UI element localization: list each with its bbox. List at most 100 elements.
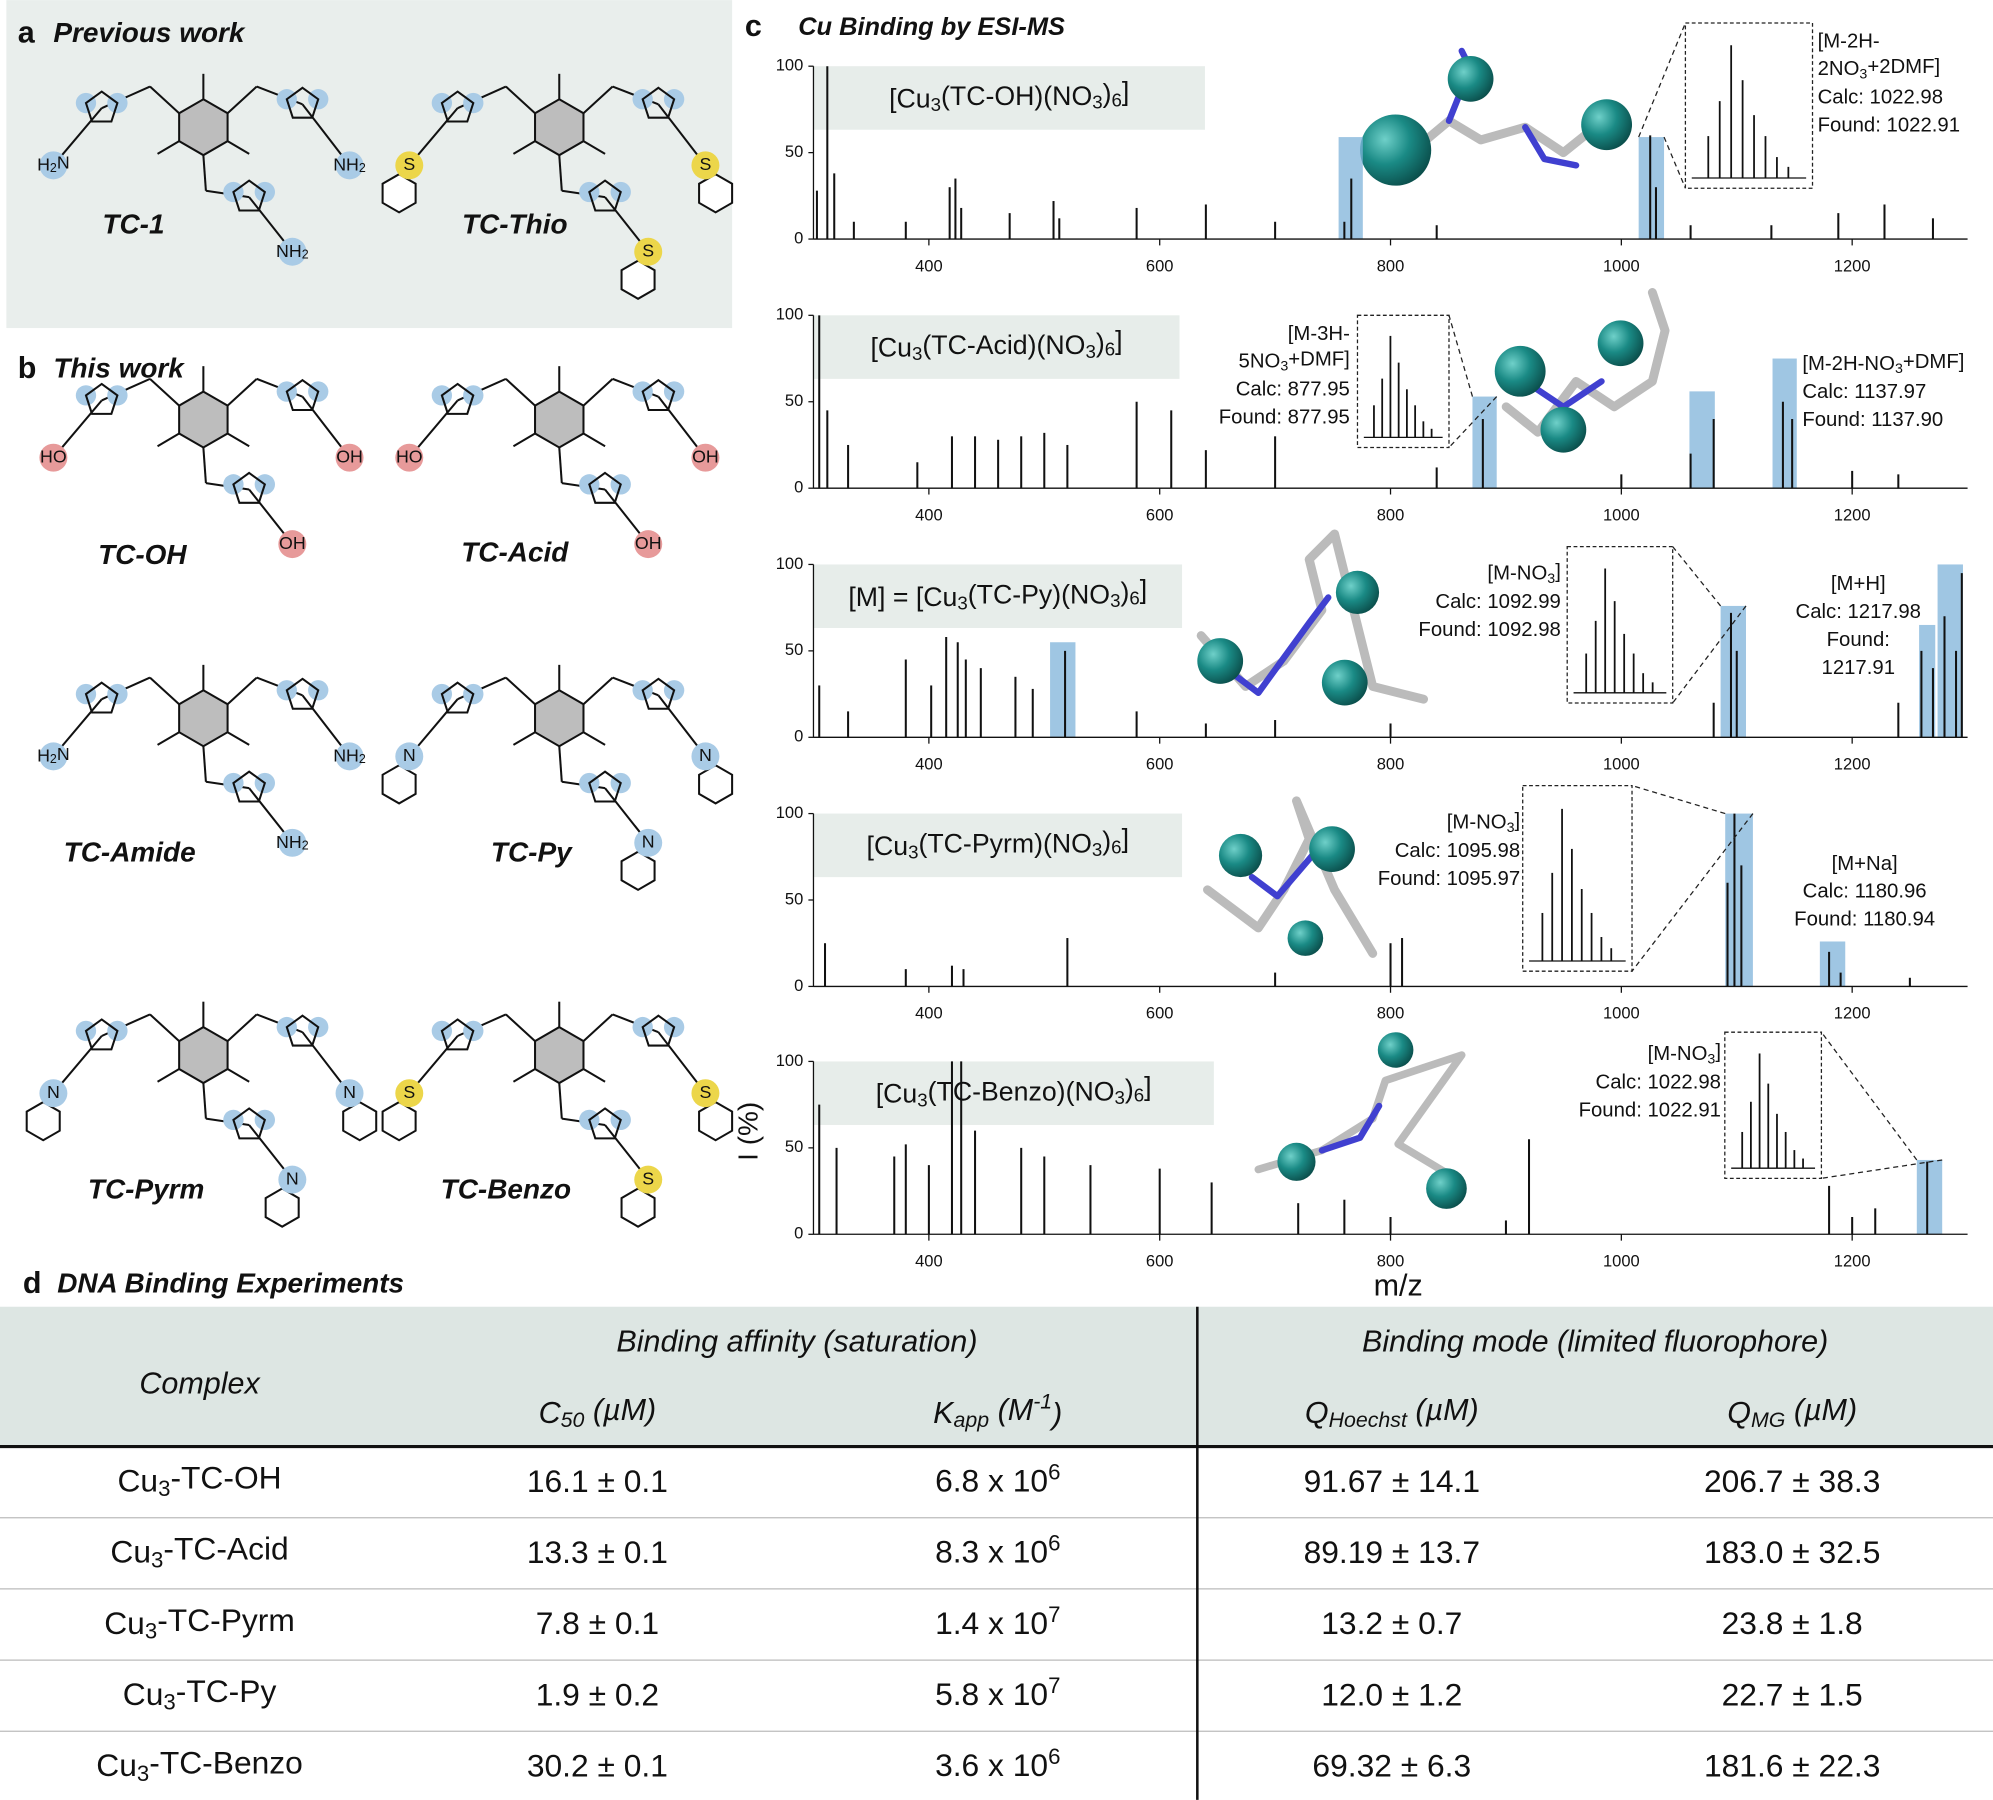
title-box [813,564,1183,628]
bond [558,746,563,782]
group-label: HO [396,446,423,466]
inset-connector [1631,784,1726,815]
x-tick-label: 400 [915,256,943,275]
bond [582,731,606,746]
group-label: N [403,745,416,765]
inset-connector [1448,396,1498,448]
panel-letter: c [745,9,762,43]
y-axis-label: I (%) [732,1102,763,1161]
inset-connector [1821,1159,1943,1179]
text-part: Q [1727,1396,1751,1430]
group-label: N [343,1082,356,1102]
group-label: OH [635,533,662,553]
x-tick-label: 1200 [1834,1004,1871,1023]
binding-group [39,151,68,180]
bond [226,378,258,407]
annotation: Found: 1180.94 [1794,909,1935,931]
x-tick-label: 1200 [1834,506,1871,525]
annotation: Found: 1022.91 [1579,1099,1721,1121]
group-header: Binding affinity (saturation) [616,1325,977,1359]
highlight [1689,391,1715,489]
aryl-ring [698,173,734,214]
aryl-ring [620,259,656,300]
structure: S S S [381,73,734,300]
annotation: Found: 1095.97 [1378,868,1520,890]
text-part: Q [1305,1396,1329,1430]
bond [202,746,207,782]
x-tick-label: 1000 [1603,506,1640,525]
rich-text: 3.6 x 106 [935,1744,1060,1784]
table-cell: Cu3-TC-OH [117,1460,281,1501]
rich-text: Kapp (M-1) [933,1389,1062,1432]
inset-connector [1631,813,1754,972]
bond [582,432,606,448]
y-tick-label: 50 [785,640,803,659]
triazole-ring [84,382,119,415]
x-tick-label: 1200 [1834,256,1871,275]
triazole-ring [285,677,320,710]
row-header: Complex [139,1367,261,1401]
y-tick-label: 100 [776,305,804,324]
text-part: 5.8 x 10 [935,1676,1048,1712]
binding-group [691,151,720,180]
bond [202,155,207,191]
text-part: 3.6 x 10 [935,1748,1048,1784]
bond [227,432,250,448]
text-part: (M [989,1393,1034,1427]
annotation: Calc: 1092.99 [1435,591,1560,613]
y-tick-label: 100 [776,1051,804,1070]
table-cell: 12.0 ± 1.2 [1321,1676,1462,1712]
triazole-ring [285,378,320,412]
x-tick-label: 800 [1377,755,1405,774]
rich-text: QHoechst (µM) [1305,1393,1479,1432]
group-label: S [403,1082,415,1102]
group-label: OH [336,446,363,466]
binding-group [278,530,307,559]
y-tick-label: 0 [794,478,803,497]
annotation: Found: 1022.91 [1818,114,1960,136]
inset-connector [1448,315,1474,397]
y-tick-label: 0 [794,727,803,746]
annotation: [M-2H- [1818,30,1880,52]
table-cell: 1.9 ± 0.2 [536,1676,659,1712]
table-cell: Cu3-TC-Benzo [96,1745,303,1786]
x-tick-label: 600 [1146,1004,1174,1023]
group-header: Binding mode (limited fluorophore) [1362,1325,1828,1359]
x-tick-label: 1000 [1603,1004,1640,1023]
triazole-ring [641,86,676,119]
aryl-ring [698,764,734,805]
x-tick-label: 1200 [1834,755,1871,774]
benzene-ring [534,390,585,449]
binding-group [395,742,424,771]
text-part: (µM) [1407,1393,1479,1427]
table-cell: 89.19 ± 13.7 [1304,1534,1480,1570]
compound-name: TC-1 [102,209,164,240]
rich-text: C50 (µM) [539,1393,657,1432]
x-tick-label: 400 [915,1004,943,1023]
panel-title: Previous work [53,17,246,48]
group-label: OH [692,446,719,466]
table-cell: 183.0 ± 32.5 [1704,1534,1880,1570]
annotation: Found: 877.95 [1219,407,1350,429]
benzene-ring [178,1025,229,1085]
x-tick-label: 1000 [1603,755,1640,774]
annotation: Found: [1827,629,1890,651]
crystal-structures [1196,47,1670,1209]
binding-group [634,237,663,266]
chart-title: [Cu3(TC-Acid)(NO3)6] [870,325,1122,364]
binding-group [278,1165,307,1194]
binding-group [634,828,663,857]
benzene-ring [534,1025,585,1085]
rich-text: 8.3 x 106 [935,1530,1060,1570]
compound-name: TC-Acid [461,537,569,568]
x-tick-label: 400 [915,755,943,774]
x-tick-label: 600 [1146,755,1174,774]
annotation: [M+H] [1831,573,1886,595]
group-label: H2N [37,743,70,766]
panel-title: This work [53,352,185,383]
x-tick-label: 600 [1146,1252,1174,1271]
bond [157,1068,180,1083]
group-label: NH2 [333,154,366,175]
table-cell: Cu3-TC-Acid [110,1531,288,1572]
